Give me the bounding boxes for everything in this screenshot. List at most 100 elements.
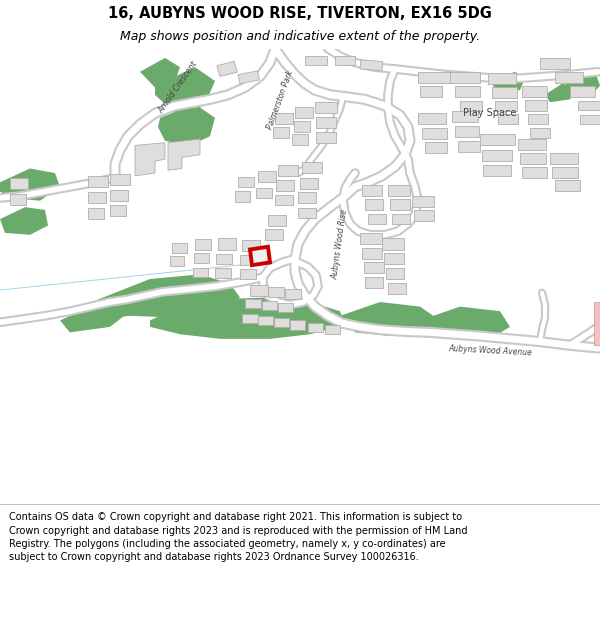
Text: Play Space: Play Space xyxy=(463,108,517,118)
Bar xyxy=(362,185,382,196)
Bar xyxy=(418,113,446,124)
Bar xyxy=(482,150,512,161)
Polygon shape xyxy=(0,169,60,201)
Bar xyxy=(530,128,550,138)
Bar xyxy=(298,192,316,204)
Bar xyxy=(315,102,337,113)
Bar xyxy=(258,171,276,182)
Bar xyxy=(412,196,434,207)
Bar xyxy=(298,208,316,218)
Bar xyxy=(308,323,323,332)
Bar xyxy=(362,248,382,259)
Text: Arnold Crescent: Arnold Crescent xyxy=(157,60,199,115)
Bar xyxy=(265,229,283,240)
Bar xyxy=(245,299,261,309)
Bar xyxy=(450,72,480,83)
Bar xyxy=(300,177,318,189)
Polygon shape xyxy=(158,104,215,146)
Bar xyxy=(242,314,258,323)
Text: Palmerston Park: Palmerston Park xyxy=(265,69,295,130)
Bar xyxy=(488,72,516,84)
Bar xyxy=(88,176,108,187)
Bar xyxy=(88,192,106,204)
Bar xyxy=(88,208,104,219)
Polygon shape xyxy=(140,58,180,88)
Bar xyxy=(238,71,260,84)
Text: Aubyns Wood Avenue: Aubyns Wood Avenue xyxy=(448,344,532,357)
Polygon shape xyxy=(340,302,440,336)
Bar xyxy=(555,72,583,83)
Bar xyxy=(360,60,383,71)
Bar xyxy=(240,269,256,279)
Text: Map shows position and indicative extent of the property.: Map shows position and indicative extent… xyxy=(120,30,480,43)
Bar xyxy=(540,58,570,69)
Text: Contains OS data © Crown copyright and database right 2021. This information is : Contains OS data © Crown copyright and d… xyxy=(9,512,467,562)
Bar xyxy=(275,195,293,205)
Bar xyxy=(172,243,187,253)
Bar xyxy=(240,255,256,265)
Bar xyxy=(235,191,250,202)
Polygon shape xyxy=(250,247,270,265)
Bar xyxy=(580,115,600,124)
Bar xyxy=(250,286,268,296)
Bar xyxy=(418,72,453,83)
Bar xyxy=(290,321,305,329)
Bar xyxy=(414,210,434,221)
Bar xyxy=(295,107,313,118)
Bar xyxy=(262,301,277,310)
Polygon shape xyxy=(155,67,215,118)
Bar xyxy=(110,205,126,216)
Bar xyxy=(365,277,383,288)
Polygon shape xyxy=(490,72,525,93)
Bar xyxy=(522,86,547,97)
Bar xyxy=(570,86,595,97)
Bar xyxy=(492,86,517,98)
Bar xyxy=(365,199,383,210)
Polygon shape xyxy=(135,142,165,176)
Polygon shape xyxy=(565,72,600,97)
Bar xyxy=(525,101,547,111)
Bar xyxy=(10,177,28,189)
Bar xyxy=(335,56,355,66)
Bar xyxy=(110,189,128,201)
Bar xyxy=(193,268,208,277)
Bar xyxy=(578,101,600,111)
Bar xyxy=(392,214,410,224)
Bar xyxy=(294,121,310,132)
Polygon shape xyxy=(168,139,200,170)
Bar xyxy=(360,233,382,244)
Bar xyxy=(258,316,273,325)
Polygon shape xyxy=(420,307,510,339)
Bar xyxy=(518,139,546,150)
Bar xyxy=(276,179,294,191)
Bar xyxy=(302,162,322,173)
Bar xyxy=(422,128,447,139)
Bar xyxy=(368,214,386,224)
Bar xyxy=(520,153,546,164)
Bar xyxy=(170,256,184,266)
Bar xyxy=(242,240,260,251)
Text: Aubyns Wood Rise: Aubyns Wood Rise xyxy=(331,208,349,280)
Bar xyxy=(460,101,482,111)
Bar xyxy=(274,318,289,327)
Bar xyxy=(292,134,308,146)
Bar xyxy=(552,167,578,177)
Bar xyxy=(458,141,480,152)
Polygon shape xyxy=(60,302,130,332)
Bar xyxy=(238,177,254,187)
Bar xyxy=(194,253,209,263)
Bar xyxy=(480,134,515,146)
Bar xyxy=(195,239,211,249)
Bar xyxy=(278,303,293,312)
Polygon shape xyxy=(0,207,48,235)
Polygon shape xyxy=(545,84,575,102)
Bar xyxy=(455,86,480,97)
Bar xyxy=(325,325,340,334)
Bar xyxy=(452,111,478,123)
Bar xyxy=(382,239,404,249)
Bar xyxy=(285,289,301,299)
Bar xyxy=(483,165,511,176)
Bar xyxy=(316,117,336,128)
Polygon shape xyxy=(80,274,240,321)
Polygon shape xyxy=(150,298,345,339)
